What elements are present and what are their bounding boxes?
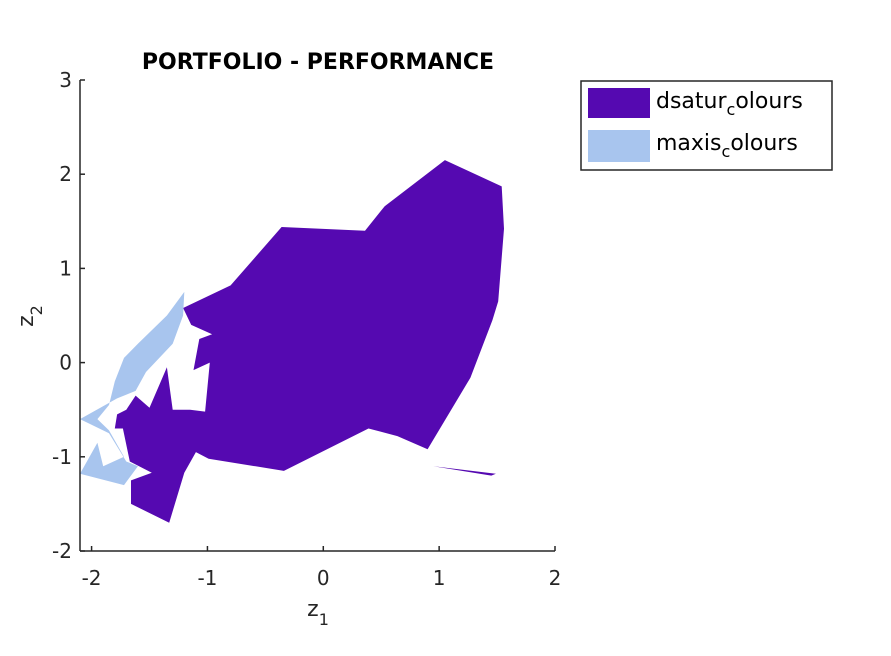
y-tick-label: 2 — [59, 162, 72, 186]
x-tick-label: 2 — [549, 566, 562, 590]
x-tick-label: -1 — [197, 566, 217, 590]
y-tick-label: -2 — [52, 539, 72, 563]
y-tick-label: 3 — [59, 68, 72, 92]
y-tick-label: 0 — [59, 351, 72, 375]
x-tick-label: -2 — [82, 566, 102, 590]
x-tick-label: 1 — [433, 566, 446, 590]
axes — [79, 79, 556, 552]
legend-swatch-dsatur — [588, 88, 650, 118]
y-tick-label: 1 — [59, 256, 72, 280]
legend-entry-dsatur: dsaturcolours — [656, 89, 803, 119]
tick-labels: -2 -1 0 1 2 -2 -1 0 1 2 3 — [52, 68, 561, 590]
y-axis-label-sub: 2 — [27, 305, 46, 315]
legend: dsaturcolours maxiscolours — [580, 80, 833, 171]
y-axis-label-base: z — [14, 315, 39, 327]
y-tick-label: -1 — [52, 445, 72, 469]
legend-swatch-maxis — [588, 130, 650, 162]
legend-entry-maxis: maxiscolours — [656, 131, 798, 161]
series-dsatur-region-1 — [433, 466, 496, 476]
series-dsatur-region-0 — [114, 160, 505, 523]
chart-title: PORTFOLIO - PERFORMANCE — [142, 50, 494, 75]
x-axis-label-base: z — [307, 597, 319, 622]
series-layer — [80, 160, 505, 523]
series-maxis-region-0 — [80, 291, 185, 486]
x-tick-label: 0 — [317, 566, 330, 590]
y-axis-label: z2 — [14, 305, 46, 327]
x-axis-label: z1 — [307, 597, 329, 629]
x-axis-label-sub: 1 — [319, 610, 329, 629]
